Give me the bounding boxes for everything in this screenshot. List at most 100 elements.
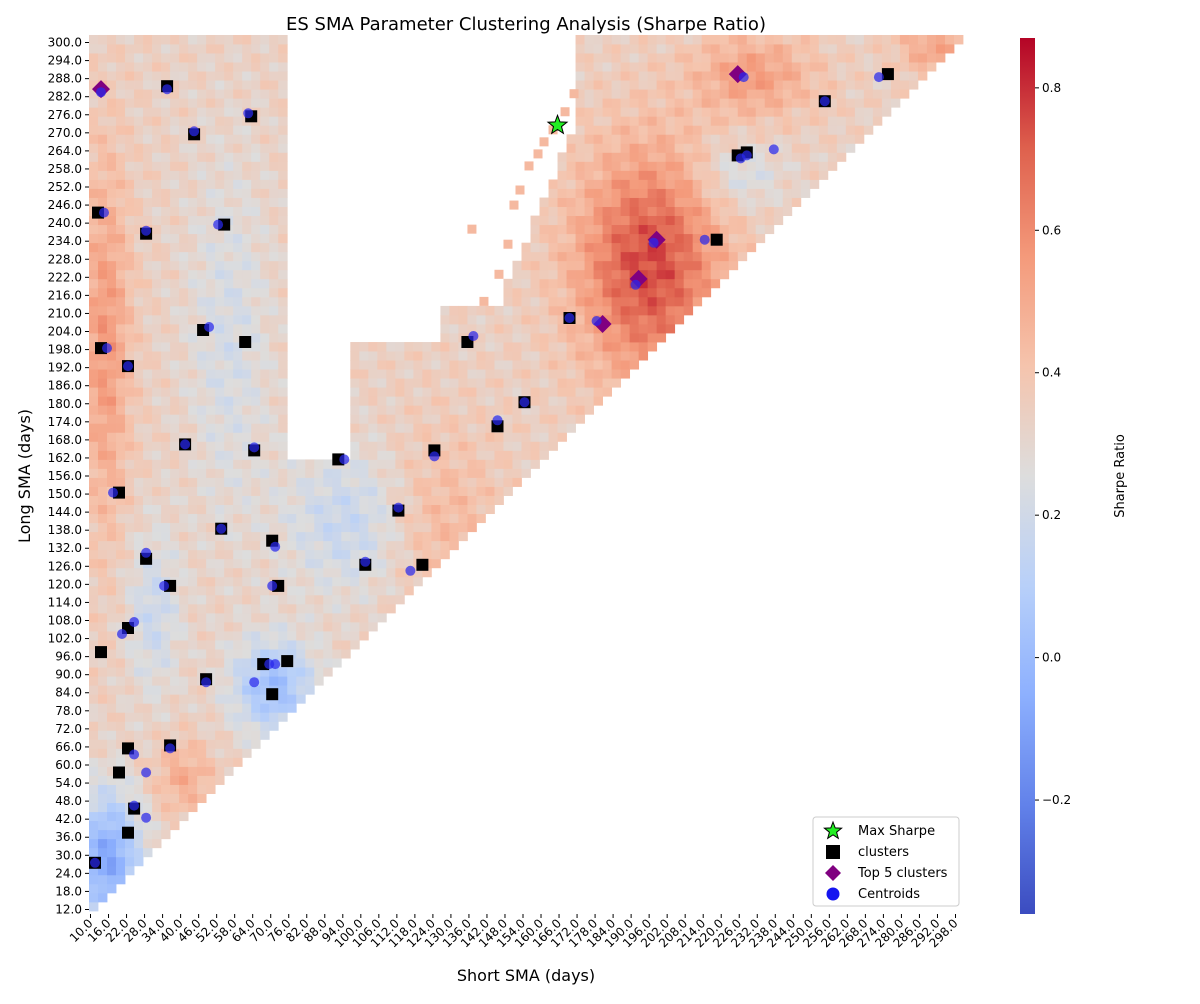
heatmap-cell xyxy=(764,206,775,217)
heatmap-cell xyxy=(314,540,324,551)
heatmap-cell xyxy=(485,486,495,496)
heatmap-cell xyxy=(323,549,333,560)
heatmap-cell xyxy=(638,233,649,244)
heatmap-cell xyxy=(485,351,495,361)
heatmap-cell xyxy=(89,522,99,533)
heatmap-cell xyxy=(206,405,216,415)
heatmap-cell xyxy=(710,215,721,226)
heatmap-cell xyxy=(629,323,640,334)
heatmap-cell xyxy=(89,287,99,298)
heatmap-cell xyxy=(350,640,360,650)
heatmap-cell xyxy=(197,793,207,804)
heatmap-cell xyxy=(404,486,414,496)
heatmap-cell xyxy=(125,685,135,695)
heatmap-cell xyxy=(458,459,468,469)
heatmap-cell xyxy=(719,170,730,180)
heatmap-cell xyxy=(242,576,252,587)
heatmap-cell xyxy=(143,242,153,253)
heatmap-cell xyxy=(161,233,171,244)
heatmap-cell xyxy=(764,170,775,180)
heatmap-cell xyxy=(125,62,135,72)
heatmap-cell xyxy=(215,567,225,578)
heatmap-cell xyxy=(395,477,405,487)
heatmap-cell xyxy=(287,477,297,487)
heatmap-cell xyxy=(269,396,279,406)
heatmap-cell xyxy=(188,739,198,749)
heatmap-cell xyxy=(458,351,468,361)
heatmap-cell xyxy=(593,116,603,126)
heatmap-cell xyxy=(341,459,351,469)
heatmap-cell xyxy=(377,468,387,478)
heatmap-cell xyxy=(143,513,153,524)
heatmap-cell xyxy=(737,34,748,45)
heatmap-cell xyxy=(233,314,243,325)
heatmap-cell xyxy=(161,495,171,505)
heatmap-cell xyxy=(674,116,685,126)
heatmap-cell xyxy=(224,134,234,144)
heatmap-cell xyxy=(197,80,207,90)
heatmap-cell xyxy=(152,585,162,596)
heatmap-cell xyxy=(359,387,369,397)
heatmap-cell xyxy=(584,260,594,271)
heatmap-cell xyxy=(746,62,757,72)
heatmap-cell xyxy=(656,323,667,334)
heatmap-cell xyxy=(620,89,631,99)
heatmap-cell xyxy=(548,360,558,370)
heatmap-cell xyxy=(323,531,333,542)
heatmap-cell xyxy=(179,567,189,578)
centroid-marker xyxy=(159,580,170,591)
heatmap-cell xyxy=(719,251,730,262)
heatmap-cell xyxy=(494,405,504,415)
heatmap-cell xyxy=(215,622,225,632)
heatmap-cell xyxy=(170,631,180,641)
heatmap-cell xyxy=(539,423,549,433)
heatmap-cell xyxy=(710,44,721,54)
heatmap-cell xyxy=(692,170,703,180)
heatmap-cell xyxy=(107,784,117,794)
heatmap-cell xyxy=(737,170,748,180)
heatmap-cell xyxy=(791,125,802,135)
heatmap-cell xyxy=(224,513,234,524)
heatmap-cell xyxy=(179,423,189,433)
heatmap-cell xyxy=(656,80,667,90)
heatmap-cell xyxy=(521,323,531,334)
heatmap-cell xyxy=(89,585,99,596)
heatmap-cell xyxy=(611,342,622,352)
heatmap-cell xyxy=(152,712,162,722)
heatmap-cell xyxy=(539,323,549,334)
heatmap-cell xyxy=(197,649,207,659)
heatmap-cell xyxy=(98,107,108,117)
heatmap-cell xyxy=(332,549,342,560)
heatmap-cell xyxy=(602,107,612,117)
heatmap-cell xyxy=(215,305,225,316)
heatmap-cell xyxy=(359,513,369,524)
heatmap-cell xyxy=(719,269,730,280)
heatmap-cell xyxy=(89,703,99,713)
heatmap-cell xyxy=(440,450,450,460)
heatmap-cell xyxy=(800,80,811,90)
heatmap-cell xyxy=(116,269,126,280)
heatmap-cell xyxy=(143,820,153,831)
heatmap-cell xyxy=(251,44,261,54)
heatmap-cell xyxy=(566,188,576,198)
heatmap-cell xyxy=(152,549,162,560)
heatmap-cell xyxy=(809,98,820,108)
heatmap-cell xyxy=(665,278,676,289)
y-tick-label: 156.0 xyxy=(48,469,82,483)
heatmap-cell xyxy=(179,540,189,551)
y-tick-label: 30.0 xyxy=(55,848,82,862)
heatmap-cell xyxy=(737,179,748,189)
heatmap-cell xyxy=(206,486,216,496)
heatmap-cell xyxy=(98,811,108,822)
heatmap-cell xyxy=(233,296,243,307)
centroid-marker xyxy=(699,234,710,245)
heatmap-cell xyxy=(107,441,117,451)
heatmap-cell xyxy=(710,278,721,289)
heatmap-cell xyxy=(746,215,757,226)
heatmap-cell xyxy=(377,432,387,442)
heatmap-cell xyxy=(98,730,108,740)
heatmap-cell xyxy=(530,314,540,325)
heatmap-cell xyxy=(161,694,171,704)
heatmap-cell xyxy=(611,333,622,343)
heatmap-cell xyxy=(134,856,144,867)
